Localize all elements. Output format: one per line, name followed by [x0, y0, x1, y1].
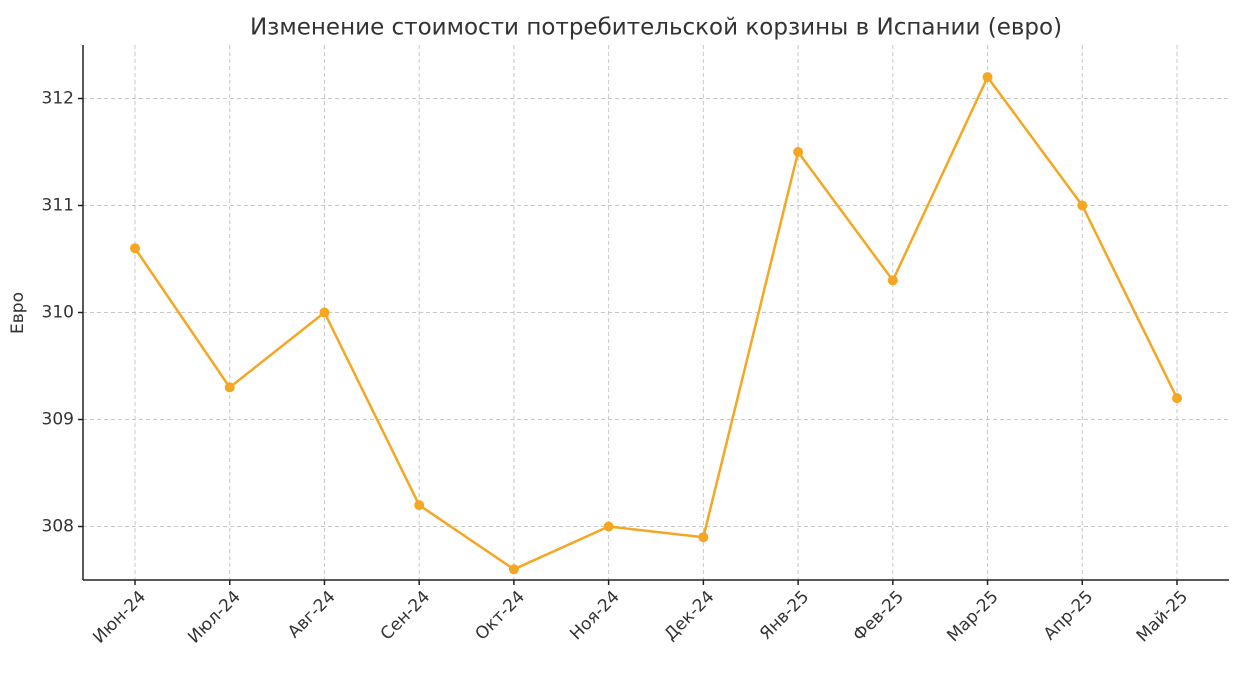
- y-tick-label: 308: [42, 517, 74, 537]
- y-axis-label: Евро: [8, 292, 28, 334]
- point: [319, 307, 330, 318]
- x-tick-label: Окт-24: [471, 587, 529, 645]
- point: [887, 275, 898, 286]
- x-tick-label: Июл-24: [184, 587, 245, 648]
- y-tick-label: 312: [42, 89, 74, 109]
- x-tick-label: Апр-25: [1040, 587, 1097, 644]
- y-tick-label: 309: [42, 410, 74, 430]
- x-tick-label: Дек-24: [661, 587, 719, 645]
- point: [982, 72, 993, 83]
- x-tick-label: Мар-25: [943, 587, 1002, 646]
- y-tick-label: 311: [42, 196, 74, 216]
- x-tick-label: Ноя-24: [566, 587, 623, 644]
- point: [414, 500, 425, 511]
- x-tick-label: Май-25: [1133, 587, 1192, 646]
- point: [130, 243, 140, 254]
- point: [603, 521, 614, 532]
- line: [133, 75, 1179, 571]
- point: [1172, 393, 1182, 404]
- point: [224, 382, 235, 393]
- x-tick-label: Июн-24: [89, 587, 150, 648]
- x-tick-label: Авг-24: [284, 587, 339, 642]
- x-tick-label: Янв-25: [756, 587, 813, 644]
- point: [1077, 200, 1088, 211]
- point: [698, 532, 709, 543]
- point: [793, 147, 804, 157]
- chart-title: Изменение стоимости потребительской корз…: [250, 15, 1062, 41]
- y-tick-label: 310: [42, 303, 74, 323]
- x-tick-label: Сен-24: [377, 587, 434, 644]
- x-tick-label: Фев-25: [849, 587, 908, 646]
- point: [508, 564, 519, 575]
